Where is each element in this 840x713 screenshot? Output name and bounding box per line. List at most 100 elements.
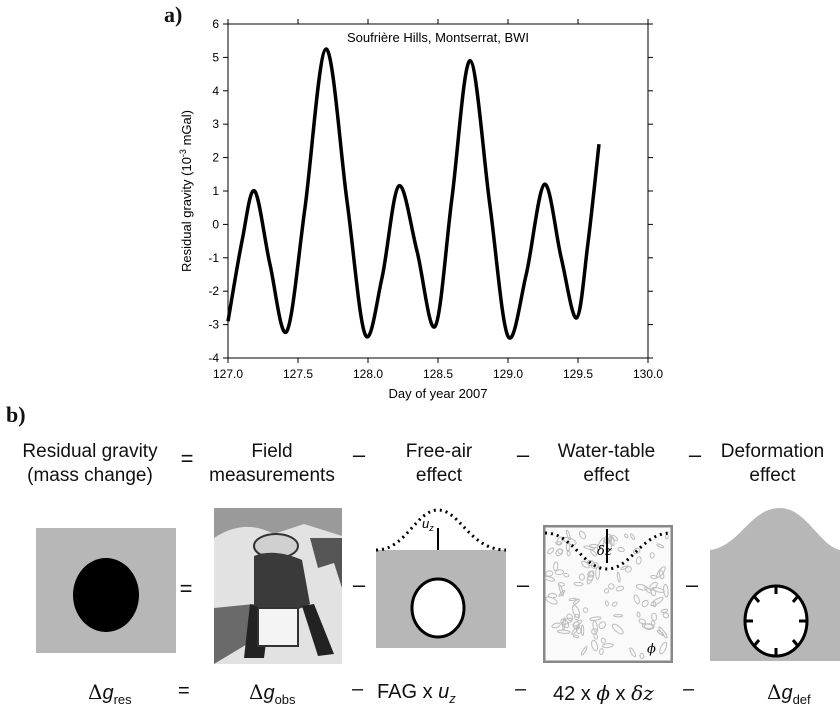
header-freeair-line2: effect — [415, 465, 463, 486]
x-tick-label: 127.0 — [213, 367, 243, 381]
pore-grain — [656, 543, 665, 549]
field-photo-illustration — [214, 508, 342, 664]
pore-grain — [555, 541, 563, 546]
pore-grain — [544, 576, 556, 582]
pore-grain — [580, 645, 588, 656]
header-deform: Deformation effect — [705, 440, 840, 488]
header-freeair-line1: Free-air — [405, 441, 473, 462]
pore-grain — [638, 618, 646, 625]
pore-grain — [601, 643, 614, 649]
pore-grain — [558, 584, 564, 597]
pore-grain — [560, 618, 570, 629]
y-tick-label: 6 — [212, 17, 219, 31]
y-tick-label: -3 — [208, 318, 219, 332]
formula-delta-g-def: Δgdef — [767, 680, 811, 707]
phi-symbol: ϕ — [596, 681, 610, 705]
pore-grain — [611, 601, 618, 607]
pore-grain — [624, 533, 629, 539]
porous-medium-pattern — [544, 529, 670, 659]
pore-grain — [587, 570, 594, 578]
pore-grain — [620, 565, 629, 570]
header-water: Water-table effect — [534, 440, 679, 488]
pore-grain — [660, 608, 669, 614]
pore-grain — [553, 561, 559, 572]
pore-grain — [573, 581, 584, 587]
water-table-curve — [544, 531, 672, 571]
pore-grain — [566, 549, 571, 557]
pore-grain — [562, 617, 566, 631]
pore-grain — [635, 556, 642, 565]
formula-equals: = — [178, 680, 190, 702]
pore-grain — [582, 607, 589, 613]
pore-grain — [586, 570, 595, 585]
x-tick-label: 129.5 — [563, 367, 593, 381]
pore-grain — [598, 621, 606, 630]
pore-grain — [572, 619, 583, 627]
inflation-arrows — [745, 586, 807, 656]
pore-grain — [554, 569, 565, 576]
header-residual-line1: Residual gravity — [22, 441, 158, 462]
def-subscript: def — [792, 692, 811, 707]
obs-subscript: obs — [274, 692, 296, 707]
pore-grain — [608, 583, 615, 590]
header-deform-line1: Deformation — [720, 441, 825, 462]
pore-grain — [651, 612, 658, 622]
mass-anomaly-ellipse — [73, 558, 139, 632]
x-tick-label: 130.0 — [633, 367, 663, 381]
pore-grain — [629, 533, 635, 540]
header-minus-1: – — [352, 442, 366, 467]
header-residual: Residual gravity (mass change) — [0, 440, 180, 488]
pore-grain — [635, 583, 648, 591]
g-symbol: g — [781, 682, 793, 704]
x-tick-label: 129.0 — [493, 367, 523, 381]
pore-grain — [641, 599, 649, 608]
deformation-diagram — [710, 508, 840, 661]
pore-grain — [636, 611, 641, 618]
header-minus-2: – — [516, 442, 530, 467]
delta-symbol: Δ — [767, 680, 782, 704]
pore-grain — [587, 559, 595, 567]
y-axis-label: Residual gravity (10-3 mGal) — [178, 110, 194, 272]
header-water-line1: Water-table — [557, 441, 656, 462]
pore-grain — [604, 600, 609, 607]
header-residual-line2: (mass change) — [27, 465, 153, 486]
pore-grain — [589, 616, 602, 621]
pore-grain — [639, 652, 645, 659]
pore-grain — [641, 623, 654, 629]
header-freeair: Free-air effect — [374, 440, 504, 488]
diagram-minus-3: – — [685, 572, 699, 597]
pore-grain — [565, 529, 571, 541]
pore-grain — [590, 549, 598, 557]
pore-grain — [613, 613, 624, 618]
chart-title: Soufrière Hills, Montserrat, BWI — [347, 30, 529, 45]
y-tick-label: 5 — [212, 50, 219, 64]
uz-label: uz — [422, 516, 434, 533]
mass-change-diagram — [36, 528, 176, 653]
diagram-equals: = — [179, 576, 193, 601]
free-air-diagram: uz — [376, 508, 506, 648]
times-text: x — [610, 683, 632, 705]
pore-grain — [632, 547, 641, 555]
pore-grain — [662, 612, 670, 619]
pore-grain — [596, 537, 606, 551]
pore-grain — [545, 570, 554, 577]
wt-prefix: 42 x — [553, 683, 597, 705]
phi-label: ϕ — [647, 642, 656, 657]
photo-person-body — [254, 552, 310, 613]
formula-water-table: 42 x ϕ x δz — [553, 681, 654, 706]
pore-grain — [649, 552, 655, 559]
photo-sky-trees — [214, 508, 342, 538]
gravity-chart: -4 -3 -2 -1 0 1 2 3 4 5 6 127.0 127.5 128.0 128.5 129.0… — [178, 17, 663, 401]
pore-grain — [591, 639, 599, 652]
series-line-0 — [226, 47, 601, 340]
pore-grain — [590, 562, 599, 569]
pore-grain — [616, 571, 621, 583]
diagram-minus-1: – — [352, 572, 366, 597]
dz-label: δz — [597, 544, 612, 559]
header-field: Field measurements — [202, 440, 342, 488]
formula-free-air: FAG x uz — [377, 681, 456, 706]
pore-grain — [591, 628, 598, 635]
pore-grain — [658, 626, 668, 639]
y-tick-label: 0 — [212, 217, 219, 231]
panel-b-label: b) — [6, 402, 26, 427]
